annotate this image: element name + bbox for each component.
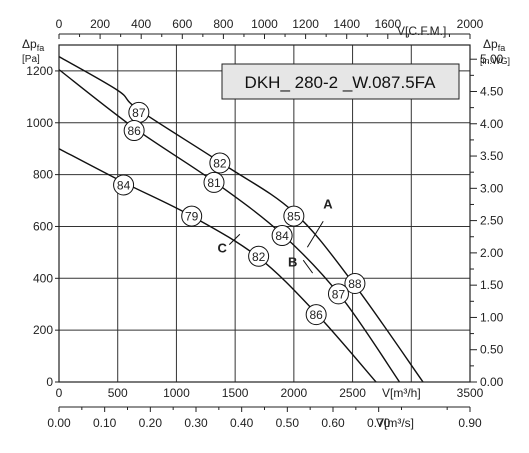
efficiency-marker-B <box>123 120 145 142</box>
curve-label-B: B <box>288 255 297 270</box>
efficiency-marker-label: 81 <box>207 176 221 190</box>
y-tick-label-left: 600 <box>33 219 53 233</box>
x-tick-label-top: 1000 <box>251 17 278 31</box>
y-tick-label-left: 800 <box>33 168 53 182</box>
efficiency-marker-C <box>248 245 270 267</box>
x-tick-label-top: 1200 <box>292 17 319 31</box>
x-tick-label-bottom2: 0.90 <box>458 416 482 430</box>
x-tick-label-bottom2: 0.40 <box>230 416 254 430</box>
curve-label-leader <box>306 221 324 248</box>
x-tick-label-bottom2: 0.10 <box>93 416 117 430</box>
curves: A B C <box>58 56 424 383</box>
y-tick-label-left: 1200 <box>26 64 53 78</box>
efficiency-marker-label: 85 <box>287 210 301 224</box>
efficiency-marker-label: 87 <box>132 106 146 120</box>
efficiency-marker-B <box>271 225 293 247</box>
efficiency-marker-label: 88 <box>348 277 362 291</box>
efficiency-marker-A <box>209 152 231 174</box>
y-tick-label-right: 4.00 <box>480 117 504 131</box>
y-tick-label-right: 0.00 <box>480 375 504 389</box>
curve-label-leader <box>228 233 241 245</box>
efficiency-marker-C <box>181 205 203 227</box>
curve-label-leader <box>302 259 314 274</box>
x-tick-label-top: 200 <box>90 17 110 31</box>
y-axis-label-left: Δpfa <box>22 37 44 53</box>
efficiency-marker-label: 79 <box>185 210 199 224</box>
x-axis-label: V[m³/h] <box>382 386 421 400</box>
y-axis-label-right: Δpfa <box>483 37 505 53</box>
efficiency-marker-A <box>283 205 305 227</box>
y-tick-label-right: 2.00 <box>480 246 504 260</box>
x-tick-label-bottom2: 0.50 <box>276 416 300 430</box>
y-tick-label-right: 5.00 <box>480 52 504 66</box>
axes: 0 200 400 600 800 1000 1200 0.00 0.50 1.00 1.50 2.0… <box>26 17 503 430</box>
chart-title-box: DKH_ 280-2 _W.087.5FA <box>221 63 460 100</box>
y-tick-label-left: 1000 <box>26 116 53 130</box>
efficiency-marker-A <box>344 272 366 294</box>
y-tick-label-right: 3.50 <box>480 149 504 163</box>
efficiency-marker-label: 84 <box>275 229 289 243</box>
x-tick-label-top: 0 <box>56 17 63 31</box>
x-tick-label: 2000 <box>281 386 308 400</box>
x-tick-label-bottom2: 0.20 <box>139 416 163 430</box>
x-tick-label-top: 1600 <box>374 17 401 31</box>
curve-A <box>58 56 424 383</box>
y-tick-label-left: 400 <box>33 271 53 285</box>
x-tick-label-top: 800 <box>213 17 233 31</box>
y-tick-label-right: 0.50 <box>480 343 504 357</box>
efficiency-marker-C <box>305 304 327 326</box>
efficiency-marker-label: 82 <box>213 156 227 170</box>
x-tick-label-top: 1400 <box>333 17 360 31</box>
chart-title: DKH_ 280-2 _W.087.5FA <box>245 73 437 92</box>
y-tick-label-right: 1.50 <box>480 278 504 292</box>
efficiency-marker-C <box>113 174 135 196</box>
x-tick-label-bottom2: 0.30 <box>184 416 208 430</box>
curve-label-A: A <box>323 196 333 211</box>
x-tick-label: 2500 <box>339 386 366 400</box>
x-axis-bottom2-label: V[m³/s] <box>376 416 414 430</box>
y-tick-label-right: 1.00 <box>480 310 504 324</box>
efficiency-marker-label: 82 <box>252 250 266 264</box>
x-axis-top-label: V[C.F.M.] <box>397 24 446 38</box>
y-axis-unit-right: [in.WG] <box>480 56 510 66</box>
efficiency-marker-label: 86 <box>127 124 141 138</box>
efficiency-marker-label: 84 <box>117 178 131 192</box>
curve-B <box>58 69 401 383</box>
y-tick-label-right: 4.50 <box>480 84 504 98</box>
x-tick-label-bottom2: 0.00 <box>47 416 71 430</box>
x-tick-label: 500 <box>108 386 128 400</box>
plot-frame <box>58 44 471 383</box>
x-tick-label-bottom2: 0.70 <box>367 416 391 430</box>
x-tick-label: 3500 <box>457 386 484 400</box>
x-tick-label: 0 <box>56 386 63 400</box>
curve-label-C: C <box>218 240 228 255</box>
x-tick-label-bottom2: 0.60 <box>321 416 345 430</box>
efficiency-marker-label: 86 <box>309 308 323 322</box>
efficiency-marker-B <box>203 171 225 193</box>
x-tick-label-top: 2000 <box>457 17 484 31</box>
curve-markers: 87 82 85 88 86 81 84 87 84 79 82 86 <box>113 101 366 326</box>
y-tick-label-right: 2.50 <box>480 214 504 228</box>
y-tick-label-left: 200 <box>33 323 53 337</box>
y-axis-unit-left: [Pa] <box>22 54 40 65</box>
x-tick-label: 1000 <box>163 386 190 400</box>
y-tick-label-left: 0 <box>46 375 53 389</box>
efficiency-marker-B <box>327 283 349 305</box>
efficiency-marker-label: 87 <box>332 287 346 301</box>
x-tick-label: 1500 <box>222 386 249 400</box>
y-tick-label-right: 3.00 <box>480 181 504 195</box>
x-tick-label-top: 600 <box>172 17 192 31</box>
x-tick-label-top: 400 <box>131 17 151 31</box>
